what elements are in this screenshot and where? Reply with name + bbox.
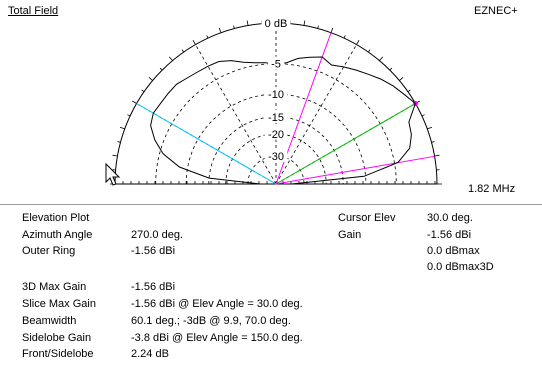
slice-max-gain-value: -1.56 dBi @ Elev Angle = 30.0 deg. (131, 298, 303, 310)
slice-max-gain-label: Slice Max Gain (22, 298, 96, 310)
front-sidelobe-label: Front/Sidelobe (22, 348, 94, 360)
gain-label: Gain (338, 229, 362, 241)
tick-155 (127, 114, 131, 117)
sidelobe-gain-value: -3.8 dBi @ Elev Angle = 150.0 deg. (131, 332, 303, 344)
tick-115 (206, 35, 209, 39)
cursor-elev-label: Cursor Elev (338, 212, 396, 224)
tick-135 (159, 67, 163, 71)
ring-label-bg (264, 87, 288, 101)
ring-15db (208, 116, 344, 185)
max-gain-3d-value: -1.56 dBi (131, 281, 176, 293)
tick-45 (389, 67, 393, 71)
ring-label: 0 dB (265, 18, 288, 30)
max-gain-3d-label: 3D Max Gain (22, 281, 87, 293)
tick-55 (368, 49, 371, 53)
tick-75 (317, 25, 319, 29)
sidelobe-gain-label: Sidelobe Gain (22, 332, 92, 344)
ring-label-bg (264, 148, 288, 162)
tick-60 (356, 40, 360, 45)
ring-label: -30 (268, 151, 284, 163)
tick-65 (343, 35, 346, 39)
tick-10 (434, 154, 440, 157)
plot-title: Total Field (8, 5, 59, 17)
tick-20 (427, 126, 433, 130)
azimuth-angle-value: 270.0 deg. (131, 229, 183, 241)
info-panel: Elevation Plot Azimuth Angle 270.0 deg. … (0, 205, 542, 365)
tick-25 (421, 114, 425, 117)
tick-140 (148, 76, 153, 81)
gain-dbmax3d: 0.0 dBmax3D (427, 261, 494, 273)
tick-15 (431, 141, 435, 143)
front-sidelobe-value: 2.24 dB (131, 348, 169, 360)
spoke-120 (195, 44, 277, 185)
ring-label: -20 (268, 129, 284, 141)
elevation-polar-plot: 0 dB -5 -10 -15 -20 -30 (105, 16, 442, 186)
ring-label-bg (264, 109, 288, 123)
tick-170 (112, 154, 118, 157)
elevation-plot-heading: Elevation Plot (22, 212, 90, 224)
cursor-elev-value: 30.0 deg. (427, 212, 473, 224)
tick-110 (218, 27, 222, 33)
gain-dbmax: 0.0 dBmax (427, 245, 480, 257)
beamwidth-value: 60.1 deg.; -3dB @ 9.9, 70.0 deg. (131, 315, 291, 327)
tick-35 (407, 89, 411, 92)
tick-80 (303, 20, 306, 26)
cursor-line (275, 103, 416, 185)
ring-label: -10 (268, 89, 284, 101)
polar-plot-area: 0 dB -5 -10 -15 -20 -30 Total Field EZNEC+ 1.… (8, 5, 518, 195)
tick-165 (117, 141, 121, 143)
sidelobe-line (136, 103, 277, 185)
tick-125 (181, 49, 184, 53)
ring-label-bg (261, 16, 291, 29)
tick-105 (233, 25, 235, 29)
tick-70 (330, 27, 334, 33)
panel-divider (0, 204, 542, 205)
spoke-60 (275, 44, 357, 185)
tick-120 (192, 40, 196, 45)
ring-label-bg (267, 56, 285, 70)
gain-value: -1.56 dBi (427, 229, 472, 241)
half-power-line-low (275, 155, 435, 185)
tick-40 (399, 76, 404, 81)
ring-label: -5 (271, 59, 281, 71)
tick-130 (168, 56, 173, 61)
ring-label-bg (264, 126, 288, 140)
ring-label: -15 (268, 112, 284, 124)
tick-100 (246, 20, 249, 26)
tick-150 (132, 100, 137, 104)
tick-50 (379, 56, 384, 61)
outer-ring-label: Outer Ring (22, 245, 76, 257)
outer-ring-value: -1.56 dBi (131, 245, 176, 257)
mouse-cursor-icon (105, 162, 121, 186)
tick-145 (141, 89, 145, 92)
beamwidth-label: Beamwidth (22, 315, 77, 327)
frequency-label: 1.82 MHz (468, 183, 516, 195)
azimuth-angle-label: Azimuth Angle (22, 229, 93, 241)
tick-160 (119, 126, 125, 130)
app-name: EZNEC+ (474, 5, 518, 17)
